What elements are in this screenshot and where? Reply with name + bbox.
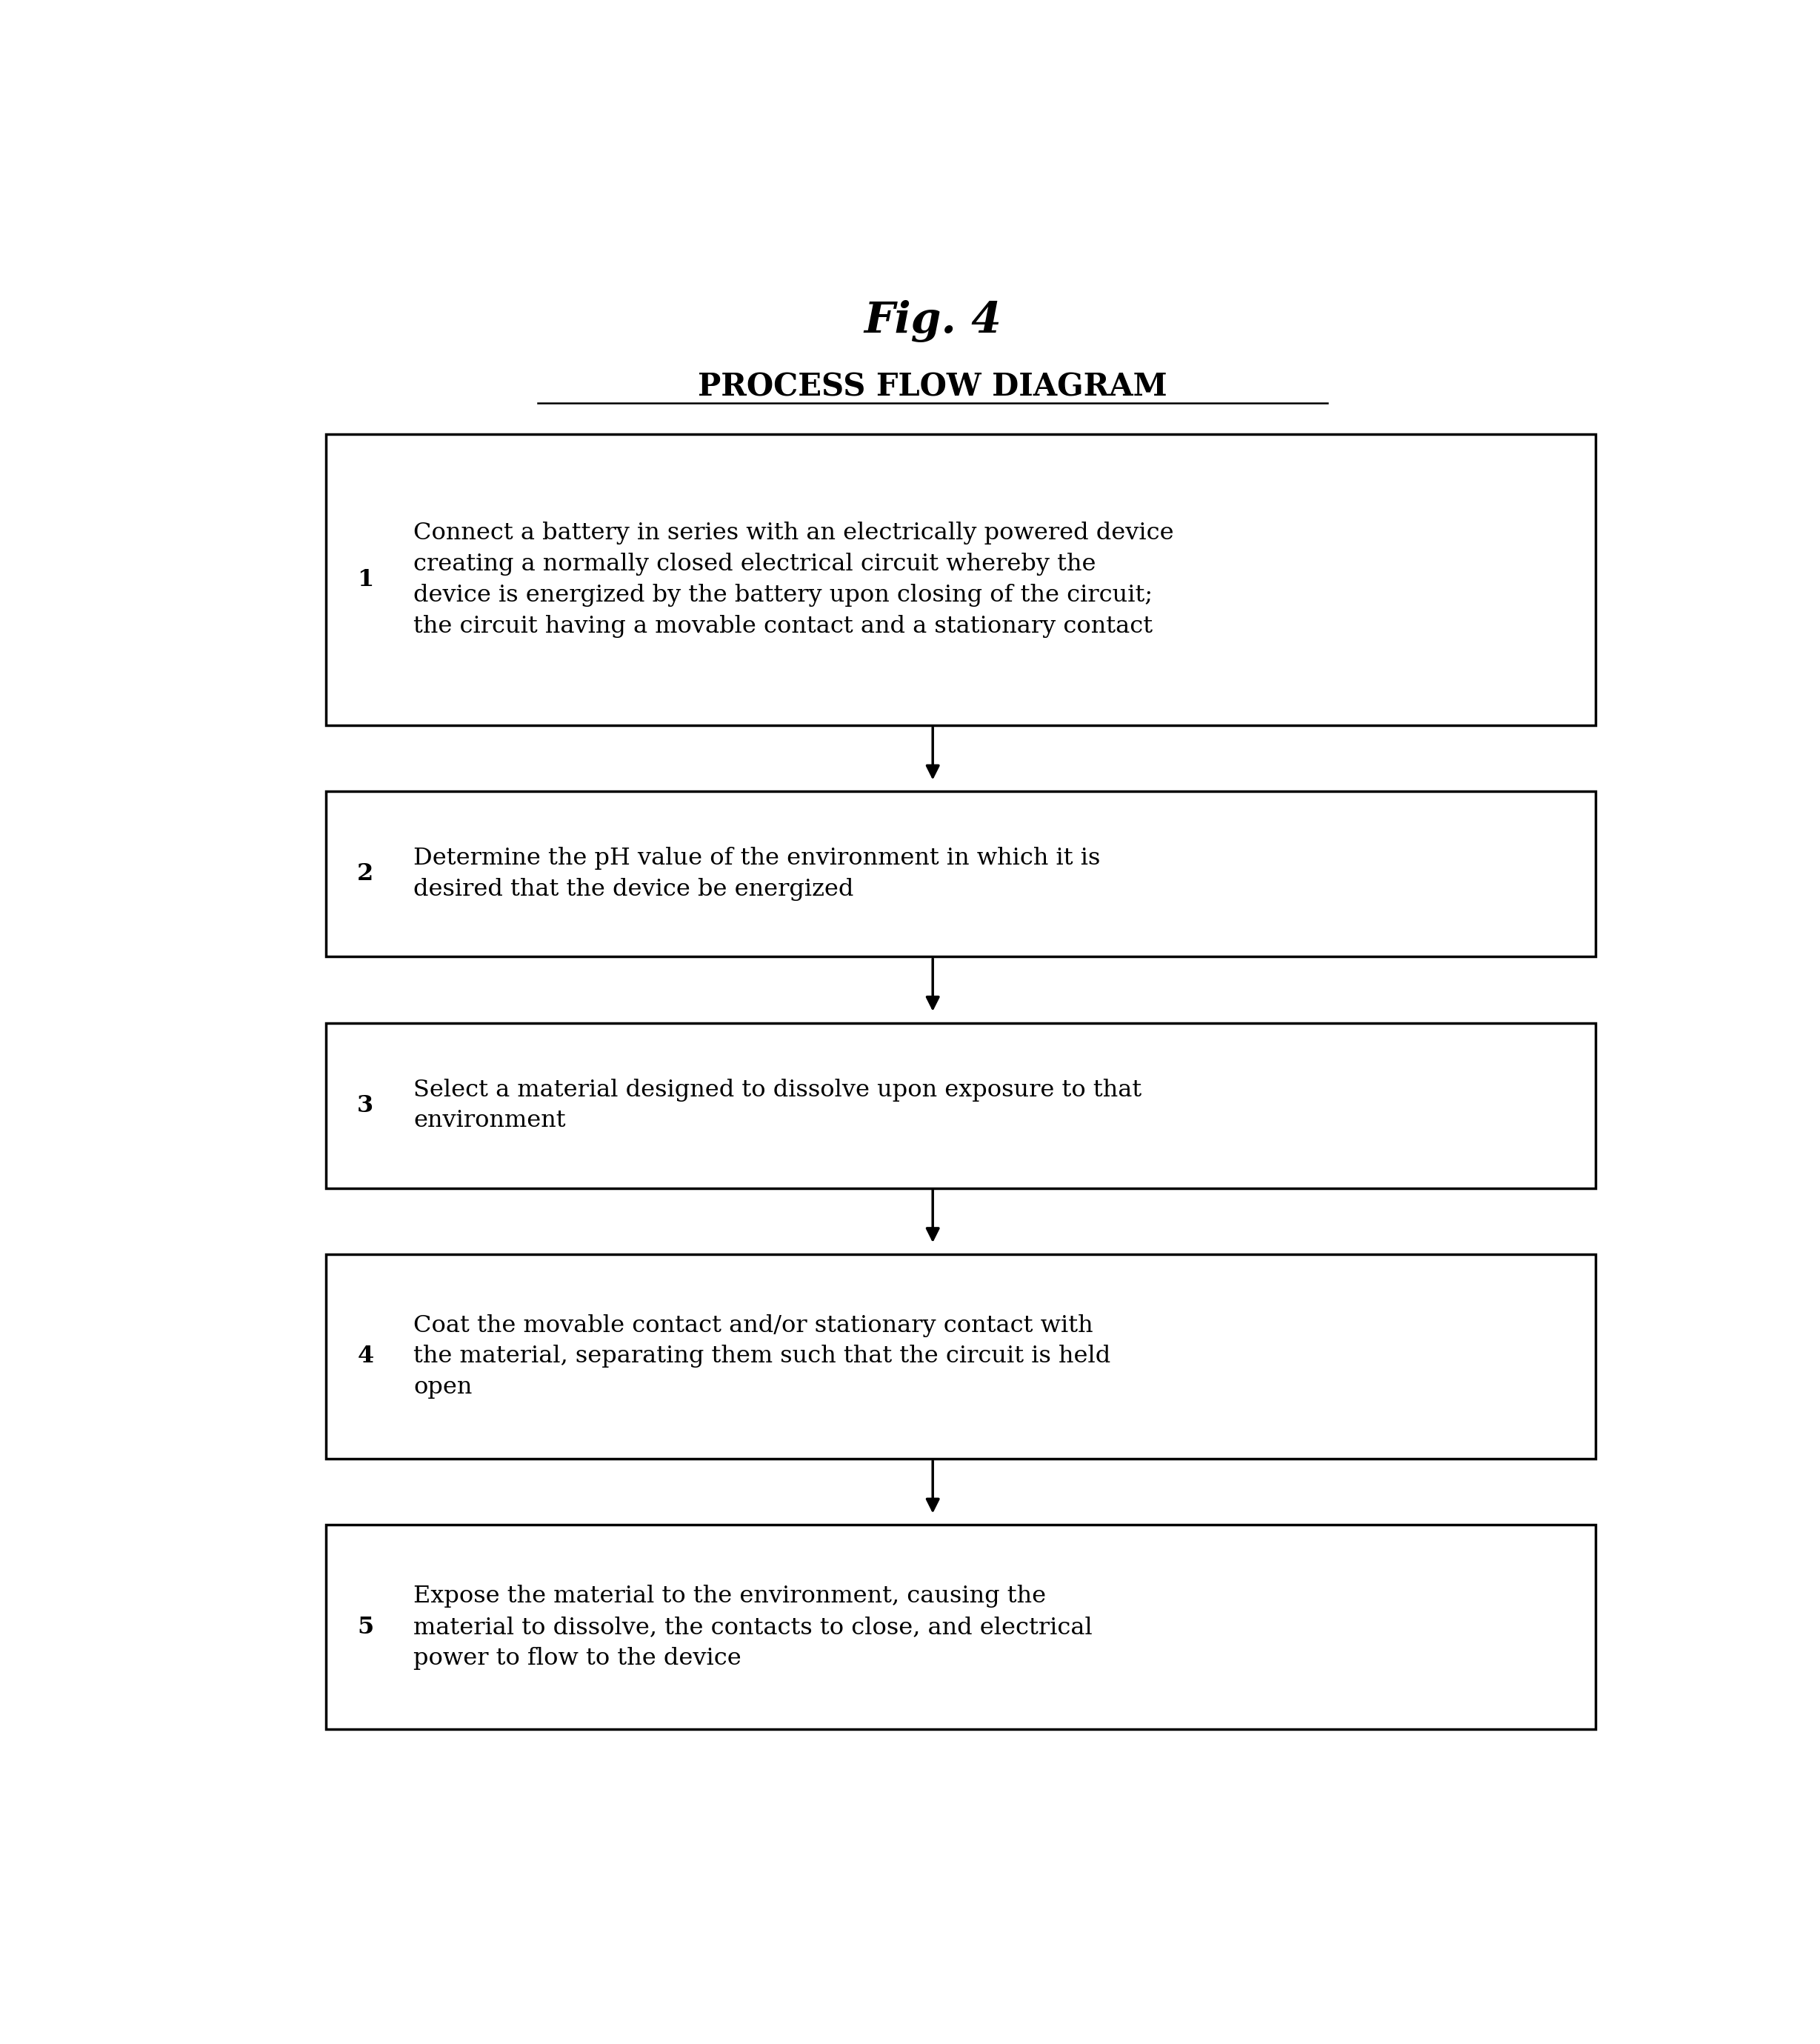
Bar — [326, 433, 1596, 726]
Text: PROCESS FLOW DIAGRAM: PROCESS FLOW DIAGRAM — [699, 372, 1167, 403]
Bar — [326, 791, 1596, 957]
Bar — [326, 1525, 1596, 1729]
Text: Select a material designed to dissolve upon exposure to that
environment: Select a material designed to dissolve u… — [413, 1079, 1141, 1132]
Bar — [326, 1255, 1596, 1459]
Text: Expose the material to the environment, causing the
material to dissolve, the co: Expose the material to the environment, … — [413, 1584, 1092, 1670]
Text: Determine the pH value of the environment in which it is
desired that the device: Determine the pH value of the environmen… — [413, 846, 1101, 901]
Text: 5: 5 — [357, 1615, 373, 1639]
Text: 4: 4 — [357, 1345, 373, 1367]
Text: 1: 1 — [357, 568, 373, 591]
Text: Coat the movable contact and/or stationary contact with
the material, separating: Coat the movable contact and/or stationa… — [413, 1314, 1110, 1398]
Text: 3: 3 — [357, 1094, 373, 1116]
Text: 2: 2 — [357, 863, 373, 885]
Text: Connect a battery in series with an electrically powered device
creating a norma: Connect a battery in series with an elec… — [413, 521, 1174, 638]
Bar — [326, 1022, 1596, 1188]
Text: Fig. 4: Fig. 4 — [864, 300, 1001, 343]
